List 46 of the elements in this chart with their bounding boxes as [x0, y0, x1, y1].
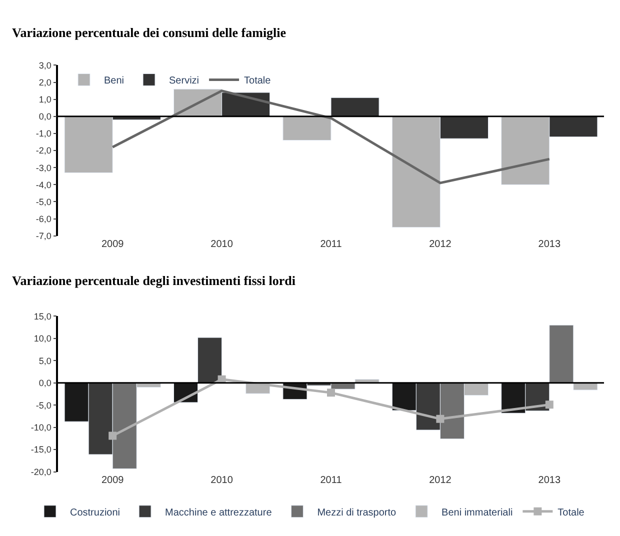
legend-label: Servizi [169, 76, 200, 87]
x-tick-label: 2011 [320, 474, 342, 486]
legend-label: Totale [244, 76, 272, 87]
y-tick-label: 1,0 [38, 94, 52, 104]
y-tick-label: -6,0 [36, 214, 52, 224]
y-tick-label: -15,0 [30, 444, 52, 455]
y-tick-label: -5,0 [36, 400, 52, 410]
x-tick-label: 2010 [210, 238, 234, 250]
y-tick-label: -3,0 [36, 162, 52, 173]
x-tick-label: 2013 [538, 238, 561, 250]
y-tick-label: 10,0 [34, 334, 52, 344]
y-tick-label: 0,0 [38, 112, 52, 122]
legend-label: Mezzi di trasporto [317, 507, 397, 518]
x-tick-label: 2010 [210, 474, 234, 486]
y-tick-label: 5,0 [38, 356, 52, 366]
point [108, 432, 117, 440]
point [327, 388, 335, 397]
legend-label: Beni [104, 76, 124, 87]
point [436, 414, 444, 423]
x-tick-label: 2012 [429, 238, 452, 250]
y-tick-label: -4,0 [36, 180, 52, 190]
legend-label: Macchine e attrezzature [165, 507, 272, 518]
y-tick-label: 2,0 [38, 77, 52, 88]
x-tick-label: 2012 [429, 474, 452, 486]
y-tick-label: -20,0 [30, 466, 52, 477]
chart-title: Variazione percentuale dei consumi delle famiglie [12, 25, 286, 40]
x-tick-label: 2009 [101, 474, 124, 486]
legend-label: Totale [558, 507, 585, 518]
y-tick-label: 3,0 [38, 60, 52, 70]
x-tick-label: 2011 [320, 238, 342, 250]
legend-label: Beni immateriali [442, 507, 513, 518]
y-tick-label: 0,0 [38, 378, 52, 388]
legend-label: Costruzioni [70, 507, 120, 518]
y-tick-label: -10,0 [30, 422, 52, 433]
line-series [111, 90, 551, 184]
bar [330, 97, 380, 117]
bar [282, 116, 332, 141]
y-tick-label: -5,0 [36, 196, 52, 207]
y-tick-label: -7,0 [36, 231, 52, 242]
y-tick-label: -1,0 [36, 128, 52, 139]
x-tick-label: 2009 [101, 238, 124, 250]
chart-title: Variazione percentuale degli investimenti fissi lordi [12, 273, 296, 288]
x-tick-label: 2013 [538, 474, 561, 486]
point [545, 400, 554, 409]
y-tick-label: 15,0 [34, 311, 52, 322]
y-tick-label: -2,0 [36, 146, 52, 156]
